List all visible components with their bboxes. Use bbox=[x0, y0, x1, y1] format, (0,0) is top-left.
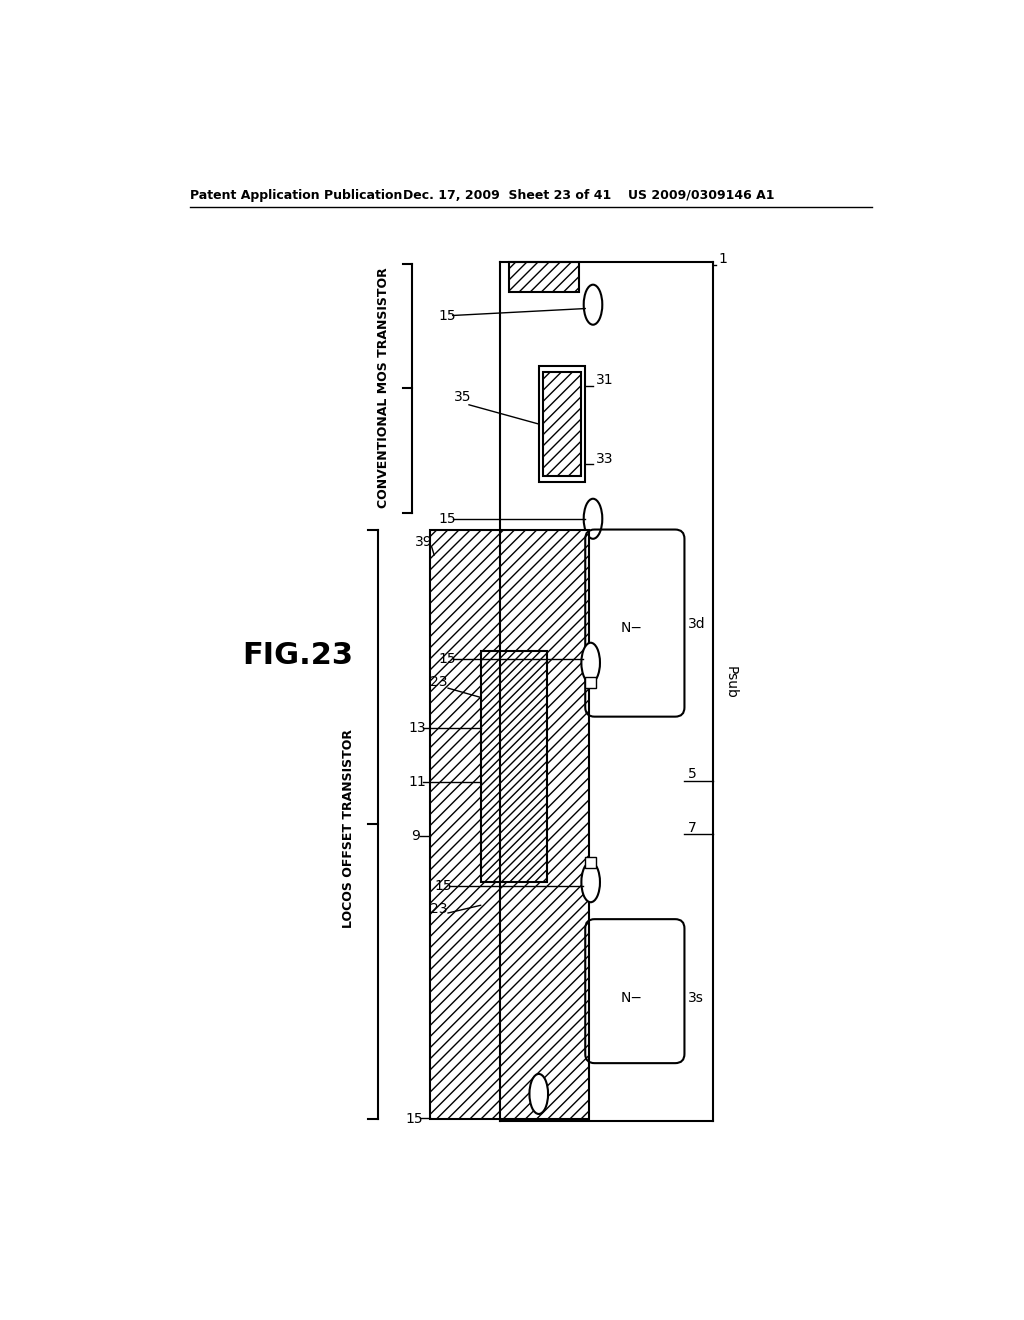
Text: 5: 5 bbox=[687, 767, 696, 781]
Text: 33: 33 bbox=[596, 451, 613, 466]
Ellipse shape bbox=[582, 643, 600, 682]
Text: 3d: 3d bbox=[687, 618, 706, 631]
Polygon shape bbox=[544, 372, 581, 475]
Text: CONVENTIONAL MOS TRANSISTOR: CONVENTIONAL MOS TRANSISTOR bbox=[377, 268, 390, 508]
Polygon shape bbox=[509, 263, 579, 292]
Text: Patent Application Publication: Patent Application Publication bbox=[190, 189, 402, 202]
Text: 11: 11 bbox=[409, 775, 426, 789]
Polygon shape bbox=[586, 857, 596, 867]
Text: Psub: Psub bbox=[723, 665, 737, 698]
Text: 9: 9 bbox=[411, 829, 420, 843]
Text: 35: 35 bbox=[454, 391, 471, 404]
Text: 39: 39 bbox=[415, 535, 432, 549]
Polygon shape bbox=[480, 651, 547, 882]
Text: 15: 15 bbox=[438, 309, 456, 323]
Text: 15: 15 bbox=[406, 1113, 423, 1126]
Text: US 2009/0309146 A1: US 2009/0309146 A1 bbox=[628, 189, 774, 202]
Text: 23: 23 bbox=[430, 675, 447, 689]
Text: 1: 1 bbox=[719, 252, 727, 265]
Text: N−: N− bbox=[621, 991, 643, 1005]
Text: Dec. 17, 2009  Sheet 23 of 41: Dec. 17, 2009 Sheet 23 of 41 bbox=[403, 189, 611, 202]
Text: 31: 31 bbox=[596, 374, 613, 387]
Text: FIG.23: FIG.23 bbox=[243, 640, 353, 669]
Text: LOCOS OFFSET TRANSISTOR: LOCOS OFFSET TRANSISTOR bbox=[342, 729, 355, 928]
Text: 15: 15 bbox=[438, 512, 456, 525]
Text: 15: 15 bbox=[434, 879, 452, 894]
Text: 3s: 3s bbox=[687, 991, 703, 1005]
Text: 13: 13 bbox=[409, 721, 426, 735]
Text: 23: 23 bbox=[430, 902, 447, 916]
Polygon shape bbox=[430, 529, 589, 1119]
Ellipse shape bbox=[584, 499, 602, 539]
Ellipse shape bbox=[584, 285, 602, 325]
Text: N−: N− bbox=[621, 622, 643, 635]
Text: 7: 7 bbox=[687, 821, 696, 836]
Text: 15: 15 bbox=[438, 652, 456, 665]
Ellipse shape bbox=[582, 862, 600, 903]
Polygon shape bbox=[586, 677, 596, 688]
Ellipse shape bbox=[529, 1074, 548, 1114]
Polygon shape bbox=[539, 367, 586, 482]
